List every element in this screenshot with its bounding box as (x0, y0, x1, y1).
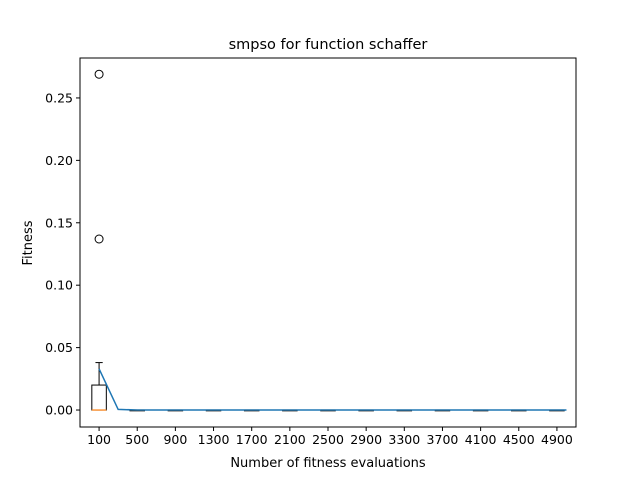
x-tick-label: 100 (87, 432, 111, 447)
x-tick-label: 2100 (274, 432, 306, 447)
x-tick-label: 1700 (236, 432, 268, 447)
y-tick-label: 0.05 (45, 340, 73, 355)
x-tick-label: 500 (125, 432, 149, 447)
x-tick-label: 3700 (427, 432, 459, 447)
y-tick-label: 0.20 (45, 153, 73, 168)
x-tick-label: 900 (163, 432, 187, 447)
x-axis-label: Number of fitness evaluations (230, 456, 426, 471)
x-tick-label: 4100 (465, 432, 497, 447)
y-tick-label: 0.10 (45, 278, 73, 293)
x-tick-label: 2900 (350, 432, 382, 447)
x-tick-label: 1300 (198, 432, 230, 447)
x-tick-label: 4500 (503, 432, 535, 447)
chart-title: smpso for function schaffer (229, 37, 428, 53)
mean-fitness-line (98, 368, 567, 411)
plot-area: 0.00 0.05 0.10 0.15 0.20 0.25 100 500 900 1300 170… (45, 57, 577, 447)
outlier-point (94, 234, 104, 244)
x-tick-label: 2500 (312, 432, 344, 447)
outlier-point (94, 69, 104, 79)
y-tick-label: 0.15 (45, 215, 73, 230)
y-tick-label: 0.00 (45, 403, 73, 418)
y-axis-label: Fitness (21, 220, 36, 265)
y-tick-label: 0.25 (45, 90, 73, 105)
x-tick-label: 4900 (541, 432, 573, 447)
x-tick-label: 3300 (388, 432, 420, 447)
